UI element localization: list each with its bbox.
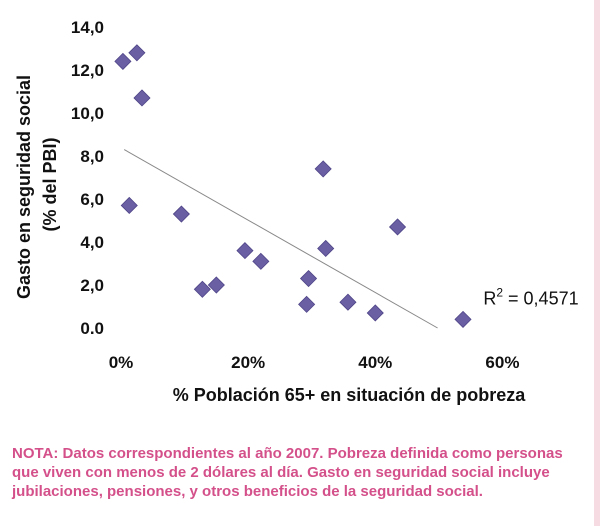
y-tick-label: 0.0 (80, 319, 104, 338)
x-tick-labels: 0% 20% 40% 60% (109, 353, 520, 372)
r-squared-value: = 0,4571 (503, 288, 579, 308)
data-point (252, 252, 270, 270)
data-point (339, 293, 357, 311)
data-point (454, 310, 472, 328)
data-point (193, 280, 211, 298)
scatter-chart: 0.02,04,06,08,010,012,014,0 0% 20% 40% 60% … (14, 18, 579, 405)
data-point (172, 205, 190, 223)
data-point (317, 239, 335, 258)
r-squared-base: R (483, 288, 496, 308)
footnote-line-2: que viven con menos de 2 dólares al día.… (12, 464, 550, 481)
y-axis-title: Gasto en seguridad social (% del PBI) (14, 70, 60, 299)
y-tick-label: 8,0 (80, 147, 104, 166)
y-tick-label: 14,0 (71, 18, 104, 37)
data-point (128, 44, 146, 62)
r-squared-annotation: R2 = 0,4571 (483, 285, 578, 308)
footnote-line-1: NOTA: Datos correspondientes al año 2007… (12, 445, 563, 462)
data-point (114, 52, 132, 70)
y-tick-label: 6,0 (80, 190, 104, 209)
y-axis-title-line-1: Gasto en seguridad social (14, 75, 34, 299)
x-tick-label: 60% (485, 353, 519, 372)
y-tick-label: 12,0 (71, 61, 104, 80)
page-edge-strip (594, 0, 600, 526)
data-point (314, 160, 332, 178)
footnote-line-3: jubilaciones, pensiones, y otros benefic… (12, 483, 483, 500)
data-point (298, 295, 316, 313)
data-points (114, 44, 472, 328)
data-point (207, 276, 225, 294)
data-point (299, 269, 318, 288)
trendline (123, 149, 438, 329)
footnote: NOTA: Datos correspondientes al año 2007… (12, 444, 587, 501)
x-tick-label: 20% (231, 353, 265, 372)
x-tick-label: 0% (109, 353, 134, 372)
y-tick-labels: 0.0 2,0 4,0 6,0 8,0 10,0 12,0 14,0 (71, 18, 104, 338)
data-point (366, 304, 384, 322)
data-point (236, 242, 254, 260)
data-point (388, 218, 407, 236)
y-tick-label: 2,0 (80, 276, 104, 295)
data-point (120, 196, 138, 215)
y-tick-label: 4,0 (80, 233, 104, 252)
y-axis-title-line-2: (% del PBI) (40, 137, 60, 231)
data-point (133, 89, 151, 107)
x-axis-title: % Población 65+ en situación de pobreza (173, 385, 527, 405)
x-tick-label: 40% (358, 353, 392, 372)
r-squared-superscript: 2 (496, 285, 503, 299)
y-tick-label: 10,0 (71, 104, 104, 123)
